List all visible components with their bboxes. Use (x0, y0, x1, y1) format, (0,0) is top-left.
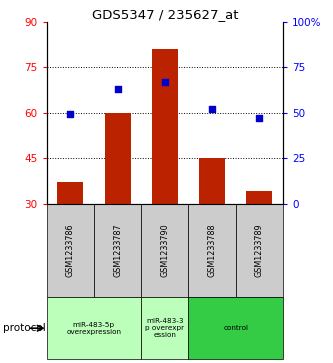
Bar (105, 113, 131, 204)
Bar (57, 182, 83, 204)
Point (257, 115, 262, 121)
Point (115, 86, 120, 92)
Title: GDS5347 / 235627_at: GDS5347 / 235627_at (92, 8, 238, 21)
Bar (141, 297, 188, 359)
Bar (236, 204, 283, 297)
Bar (246, 191, 272, 204)
Bar (47, 204, 94, 297)
Point (68, 111, 73, 117)
Bar (47, 297, 141, 359)
Bar (152, 49, 178, 204)
Bar (188, 297, 283, 359)
Text: control: control (223, 325, 248, 331)
Text: GSM1233786: GSM1233786 (66, 224, 75, 277)
Text: GSM1233788: GSM1233788 (207, 224, 217, 277)
Point (162, 79, 167, 85)
Text: protocol: protocol (3, 323, 46, 333)
Bar (188, 204, 236, 297)
Text: miR-483-5p
overexpression: miR-483-5p overexpression (66, 322, 122, 335)
Text: GSM1233790: GSM1233790 (160, 224, 169, 277)
Bar (141, 204, 188, 297)
Text: GSM1233789: GSM1233789 (255, 224, 264, 277)
Text: miR-483-3
p overexpr
ession: miR-483-3 p overexpr ession (145, 318, 184, 338)
Bar (94, 204, 141, 297)
Text: GSM1233787: GSM1233787 (113, 224, 122, 277)
Point (209, 106, 215, 112)
Bar (199, 158, 225, 204)
